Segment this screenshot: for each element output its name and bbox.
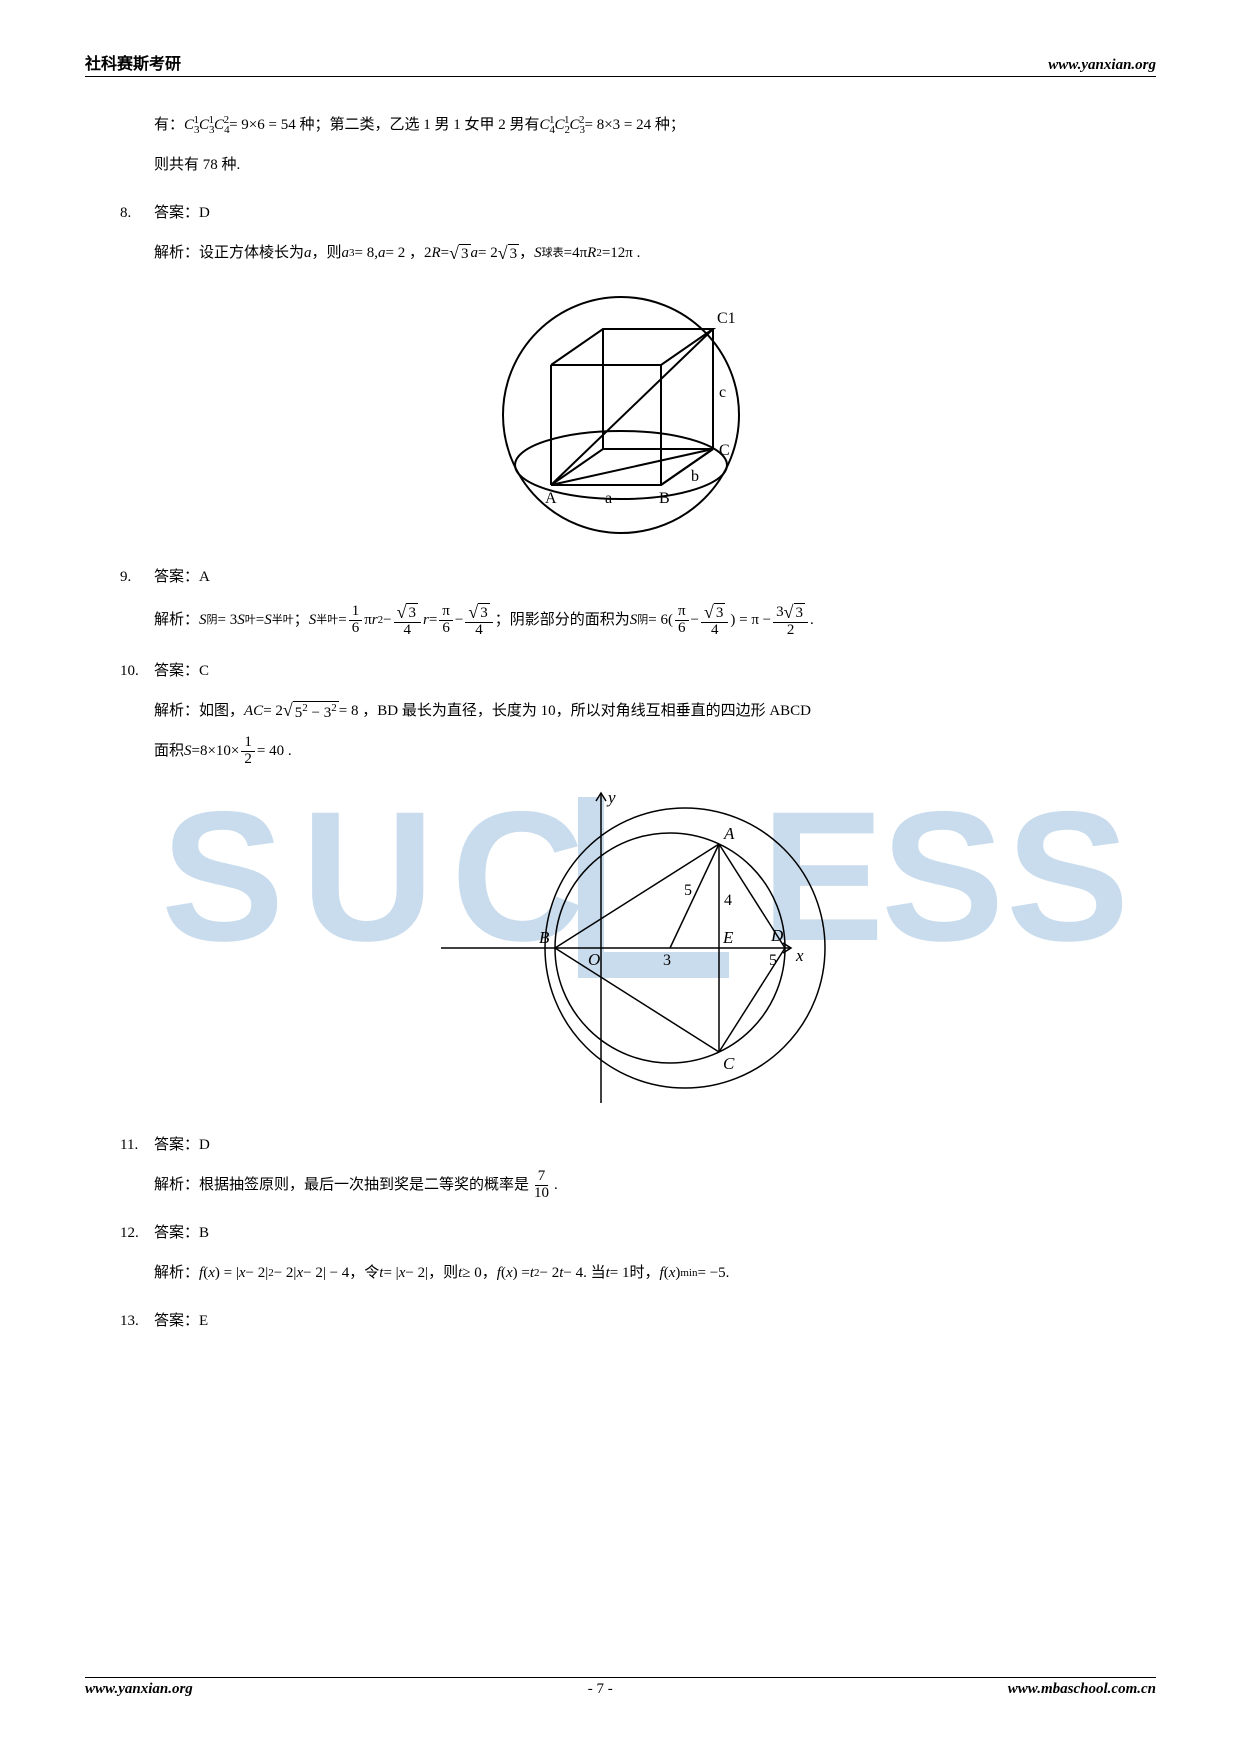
q11-num: 11. — [120, 1127, 154, 1163]
text: . 当 — [583, 1255, 606, 1291]
expr: C31C31C42 — [184, 107, 229, 143]
svg-text:c: c — [719, 384, 726, 401]
header-right: www.yanxian.org — [1048, 57, 1156, 74]
q10-expl2: 面积 S =8×10× 12 = 40 . — [154, 733, 1121, 769]
text: = — [338, 599, 346, 641]
q10: 10. 答案：C — [120, 653, 1121, 689]
text: =12π . — [602, 235, 641, 271]
text: = 6( — [648, 599, 673, 641]
svg-text:4: 4 — [724, 892, 732, 909]
q10-ans: 答案：C — [154, 653, 1121, 689]
svg-text:C1: C1 — [717, 310, 736, 327]
footer-left: www.yanxian.org — [85, 1681, 193, 1698]
text: ) = π − — [730, 599, 771, 641]
text: . — [810, 599, 814, 641]
q8-expl: 解析：设正方体棱长为 a ，则 a3 = 8, a = 2 ， 2R = √3a… — [154, 235, 1121, 271]
text: 解析：设正方体棱长为 — [154, 235, 304, 271]
q12-expl: 解析： f(x) = |x − 2|2 − 2|x − 2| − 4 ，令 t … — [154, 1255, 1121, 1291]
q12-ans: 答案：B — [154, 1215, 1121, 1251]
q9: 9. 答案：A — [120, 559, 1121, 595]
text: 解析：根据抽签原则，最后一次抽到奖是二等奖的概率是 — [154, 1167, 529, 1203]
q8: 8. 答案：D — [120, 195, 1121, 231]
q7-tail-line1: 有： C31C31C42 = 9×6 = 54 种；第二类，乙选 1 男 1 女… — [154, 107, 1121, 143]
svg-text:x: x — [795, 946, 804, 965]
text: . — [726, 1255, 730, 1291]
figure-circle-quadrilateral: y x O A B C D E 3 4 5 5 — [120, 783, 1121, 1113]
text: = 8, — [355, 235, 378, 271]
expr: C41C21C32 — [539, 107, 584, 143]
q10-expl1: 解析：如图， AC = 2√52 − 32 = 8 ，BD 最长为直径，长度为 … — [154, 693, 1121, 729]
svg-text:D: D — [770, 926, 784, 945]
text: 面积 — [154, 733, 184, 769]
q10-num: 10. — [120, 653, 154, 689]
text: ， — [482, 1255, 497, 1291]
text: ； — [294, 599, 309, 641]
q9-num: 9. — [120, 559, 154, 595]
svg-text:O: O — [588, 950, 600, 969]
text: = 8×3 = 24 种； — [585, 107, 685, 143]
q13: 13. 答案：E — [120, 1303, 1121, 1339]
text: = 2 ， — [386, 235, 424, 271]
svg-text:a: a — [605, 490, 612, 507]
text: ；阴影部分的面积为 — [495, 599, 630, 641]
svg-text:A: A — [545, 490, 557, 507]
text: =8×10× — [192, 733, 240, 769]
q8-num: 8. — [120, 195, 154, 231]
text: =4π — [564, 235, 588, 271]
q13-num: 13. — [120, 1303, 154, 1339]
text: 有： — [154, 107, 184, 143]
svg-text:5: 5 — [684, 882, 692, 899]
figure-cube-in-sphere: A B C C1 a b c — [120, 285, 1121, 545]
text: ，令 — [349, 1255, 379, 1291]
text: 解析： — [154, 599, 199, 641]
svg-text:C: C — [719, 442, 730, 459]
svg-text:3: 3 — [663, 952, 671, 969]
q12: 12. 答案：B — [120, 1215, 1121, 1251]
footer-center: - 7 - — [588, 1681, 613, 1698]
q12-num: 12. — [120, 1215, 154, 1251]
text: 解析：如图， — [154, 693, 244, 729]
q8-ans: 答案：D — [154, 195, 1121, 231]
svg-text:b: b — [691, 468, 699, 485]
text: = — [256, 599, 264, 641]
content: 有： C31C31C42 = 9×6 = 54 种；第二类，乙选 1 男 1 女… — [85, 107, 1156, 1339]
q11: 11. 答案：D — [120, 1127, 1121, 1163]
footer-right: www.mbaschool.com.cn — [1008, 1681, 1156, 1698]
text: = 8 ，BD 最长为直径，长度为 10，所以对角线互相垂直的四边形 ABCD — [339, 693, 811, 729]
svg-text:A: A — [723, 824, 735, 843]
text: 解析： — [154, 1255, 199, 1291]
text: = 2 — [478, 235, 498, 271]
text: = 40 . — [257, 733, 292, 769]
svg-text:E: E — [722, 928, 734, 947]
q7-tail-line2: 则共有 78 种. — [154, 147, 1121, 183]
page-footer: www.yanxian.org - 7 - www.mbaschool.com.… — [85, 1677, 1156, 1698]
svg-text:B: B — [659, 490, 670, 507]
text: 时， — [630, 1255, 660, 1291]
text: . — [554, 1167, 558, 1203]
q13-ans: 答案：E — [154, 1303, 1121, 1339]
text: ，则 — [312, 235, 342, 271]
header-left: 社科赛斯考研 — [85, 50, 181, 74]
text: = 3 — [218, 599, 238, 641]
q9-expl: 解析： S阴 = 3 S叶 = S半叶 ； S半叶 = 16πr2 − √34r… — [154, 599, 1121, 641]
text: ，则 — [428, 1255, 458, 1291]
page-header: 社科赛斯考研 www.yanxian.org — [85, 50, 1156, 77]
text: ， — [519, 235, 534, 271]
svg-text:C: C — [723, 1054, 735, 1073]
text: = 9×6 = 54 种；第二类，乙选 1 男 1 女甲 2 男有 — [229, 107, 539, 143]
text: 则共有 78 种. — [154, 147, 240, 183]
svg-text:y: y — [606, 788, 616, 807]
q11-ans: 答案：D — [154, 1127, 1121, 1163]
svg-text:5: 5 — [769, 952, 777, 969]
q9-ans: 答案：A — [154, 559, 1121, 595]
q11-expl: 解析：根据抽签原则，最后一次抽到奖是二等奖的概率是 710 . — [154, 1167, 1121, 1203]
svg-text:B: B — [539, 928, 550, 947]
